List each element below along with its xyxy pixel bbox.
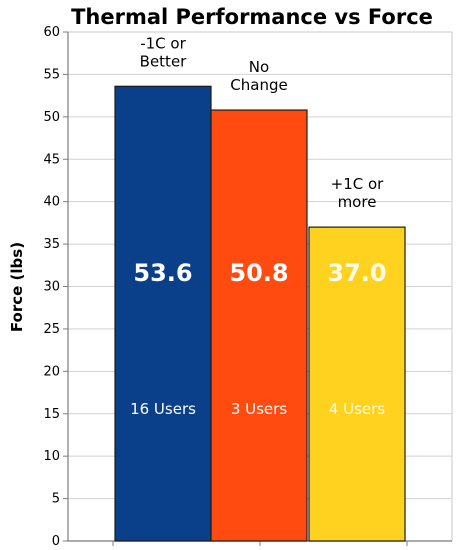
category-label: more	[338, 193, 377, 211]
bar	[114, 85, 212, 542]
y-tick-label: 60	[43, 25, 60, 40]
y-tick-label: 45	[43, 152, 60, 167]
category-label: +1C or	[331, 175, 385, 193]
data-label: 50.8	[229, 259, 288, 287]
user-count-label: 16 Users	[130, 400, 196, 418]
y-tick-label: 40	[43, 195, 60, 210]
user-count-label: 4 Users	[329, 400, 386, 418]
chart-title: Thermal Performance vs Force	[71, 5, 433, 29]
y-tick-label: 15	[43, 407, 60, 422]
category-label: -1C or	[140, 34, 186, 52]
y-tick-label: 50	[43, 110, 60, 125]
category-label: No	[249, 58, 269, 76]
y-tick-label: 30	[43, 280, 60, 295]
y-tick-label: 10	[43, 449, 60, 464]
y-tick-label: 5	[52, 492, 60, 507]
y-tick-label: 20	[43, 364, 60, 379]
y-axis-title: Force (lbs)	[8, 242, 26, 332]
bar	[210, 109, 308, 542]
y-tick-label: 35	[43, 237, 60, 252]
bar	[308, 226, 406, 542]
y-tick-label: 25	[43, 322, 60, 337]
data-label: 37.0	[327, 259, 386, 287]
category-label: Change	[230, 76, 287, 94]
bars-layer	[114, 85, 406, 542]
user-count-label: 3 Users	[231, 400, 288, 418]
data-label: 53.6	[133, 259, 192, 287]
axis-layer: 0 5 10 15 20 25 30 35 40 45 50 55 60	[43, 25, 452, 549]
y-tick-label: 55	[43, 67, 60, 82]
category-label: Better	[140, 52, 188, 70]
y-tick-label: 0	[52, 534, 60, 549]
